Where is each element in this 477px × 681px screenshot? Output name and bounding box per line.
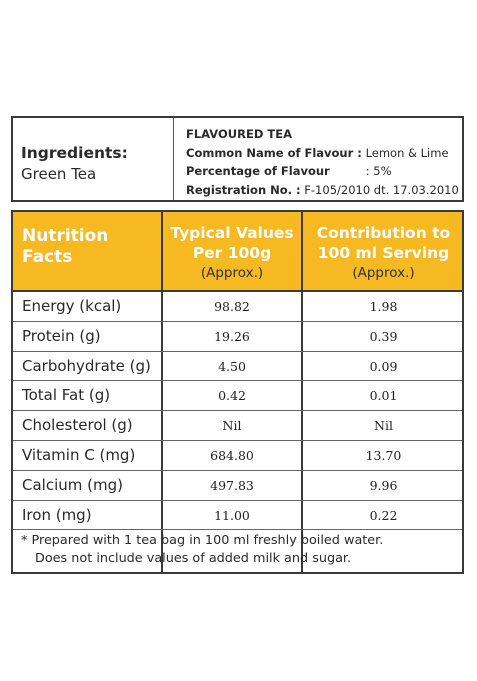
per-100g-value: 98.82 (214, 299, 250, 314)
nutrient-name: Total Fat (g) (22, 386, 111, 405)
nutrient-name: Vitamin C (mg) (22, 445, 136, 464)
per-100g-value: 4.50 (218, 358, 246, 374)
per-100g-value: 11.00 (214, 507, 250, 523)
table-row: Cholesterol (g) Nil Nil (13, 411, 462, 441)
common-name-label: Common Name of Flavour : (186, 145, 362, 160)
header-col3-line1: Contribution to (316, 224, 451, 242)
flavour-common-name: Common Name of Flavour : Lemon & Lime (186, 144, 459, 163)
per-100ml-value: 13.70 (365, 447, 402, 463)
header-nutrition-facts: Nutrition Facts (22, 226, 108, 268)
footnote-line1: * Prepared with 1 tea bag in 100 ml fres… (21, 533, 384, 548)
table-row: Vitamin C (mg) 684.80 13.70 (13, 441, 462, 471)
per-100ml-value: 1.98 (369, 299, 398, 314)
common-name-value: Lemon & Lime (365, 145, 449, 160)
per-100g-value: 497.83 (210, 477, 254, 493)
flavour-registration: Registration No. : F-105/2010 dt. 17.03.… (186, 181, 459, 200)
per-100ml-value: Nil (374, 418, 393, 434)
ingredients-divider (173, 118, 174, 200)
table-row: Calcium (mg) 497.83 9.96 (13, 471, 462, 501)
header-contribution: Contribution to 100 ml Serving (Approx.) (303, 223, 464, 283)
nutrient-name: Energy (kcal) (22, 297, 122, 315)
registration-label: Registration No. : (186, 182, 301, 197)
nutrient-name: Calcium (mg) (22, 475, 123, 494)
footnote: * Prepared with 1 tea bag in 100 ml fres… (21, 532, 383, 568)
header-col3-line3: (Approx.) (352, 265, 415, 281)
nutrient-name: Cholesterol (g) (22, 416, 133, 435)
column-divider-2 (301, 212, 303, 572)
table-row: Total Fat (g) 0.42 0.01 (13, 381, 462, 412)
nutrition-table: Nutrition Facts Typical Values Per 100g … (11, 210, 464, 574)
nutrition-rows: Energy (kcal) 98.82 1.98 Protein (g) 19.… (13, 292, 462, 531)
header-col1-line2: Facts (22, 247, 73, 267)
header-typical-values: Typical Values Per 100g (Approx.) (163, 223, 301, 283)
column-divider-1 (161, 212, 163, 572)
nutrient-name: Carbohydrate (g) (22, 356, 151, 375)
percentage-value: : 5% (365, 164, 392, 178)
per-100ml-value: 0.39 (369, 328, 398, 344)
footnote-line2: Does not include values of added milk an… (35, 551, 352, 566)
header-col3-line2: 100 ml Serving (317, 244, 450, 262)
per-100g-value: Nil (222, 418, 242, 434)
ingredients-value: Green Tea (21, 165, 97, 183)
table-row: Protein (g) 19.26 0.39 (13, 322, 462, 352)
header-col2-line2: Per 100g (192, 244, 272, 262)
per-100ml-value: 0.22 (369, 507, 398, 523)
registration-value: F-105/2010 dt. 17.03.2010 (304, 182, 459, 197)
nutrition-header: Nutrition Facts Typical Values Per 100g … (13, 212, 462, 292)
per-100ml-value: 9.96 (369, 477, 398, 493)
per-100g-value: 0.42 (218, 388, 246, 404)
per-100g-value: 684.80 (210, 447, 254, 463)
ingredients-title: Ingredients: (21, 144, 128, 162)
flavour-percentage: Percentage of Flavour : 5% (186, 162, 459, 181)
table-row: Energy (kcal) 98.82 1.98 (13, 292, 462, 322)
header-col1-line1: Nutrition (22, 226, 109, 246)
header-col2-line3: (Approx.) (200, 265, 264, 281)
nutrient-name: Iron (mg) (22, 505, 92, 524)
table-row: Carbohydrate (g) 4.50 0.09 (13, 352, 462, 382)
flavour-heading: FLAVOURED TEA (186, 127, 292, 141)
table-row: Iron (mg) 11.00 0.22 (13, 501, 462, 531)
per-100ml-value: 0.09 (369, 358, 398, 374)
nutrient-name: Protein (g) (22, 326, 101, 345)
flavour-info: FLAVOURED TEA Common Name of Flavour : L… (186, 125, 459, 199)
ingredients-box: Ingredients: Green Tea FLAVOURED TEA Com… (11, 116, 464, 202)
per-100g-value: 19.26 (214, 328, 250, 344)
per-100ml-value: 0.01 (369, 388, 398, 404)
header-col2-line1: Typical Values (170, 224, 294, 242)
percentage-label: Percentage of Flavour (186, 164, 330, 178)
